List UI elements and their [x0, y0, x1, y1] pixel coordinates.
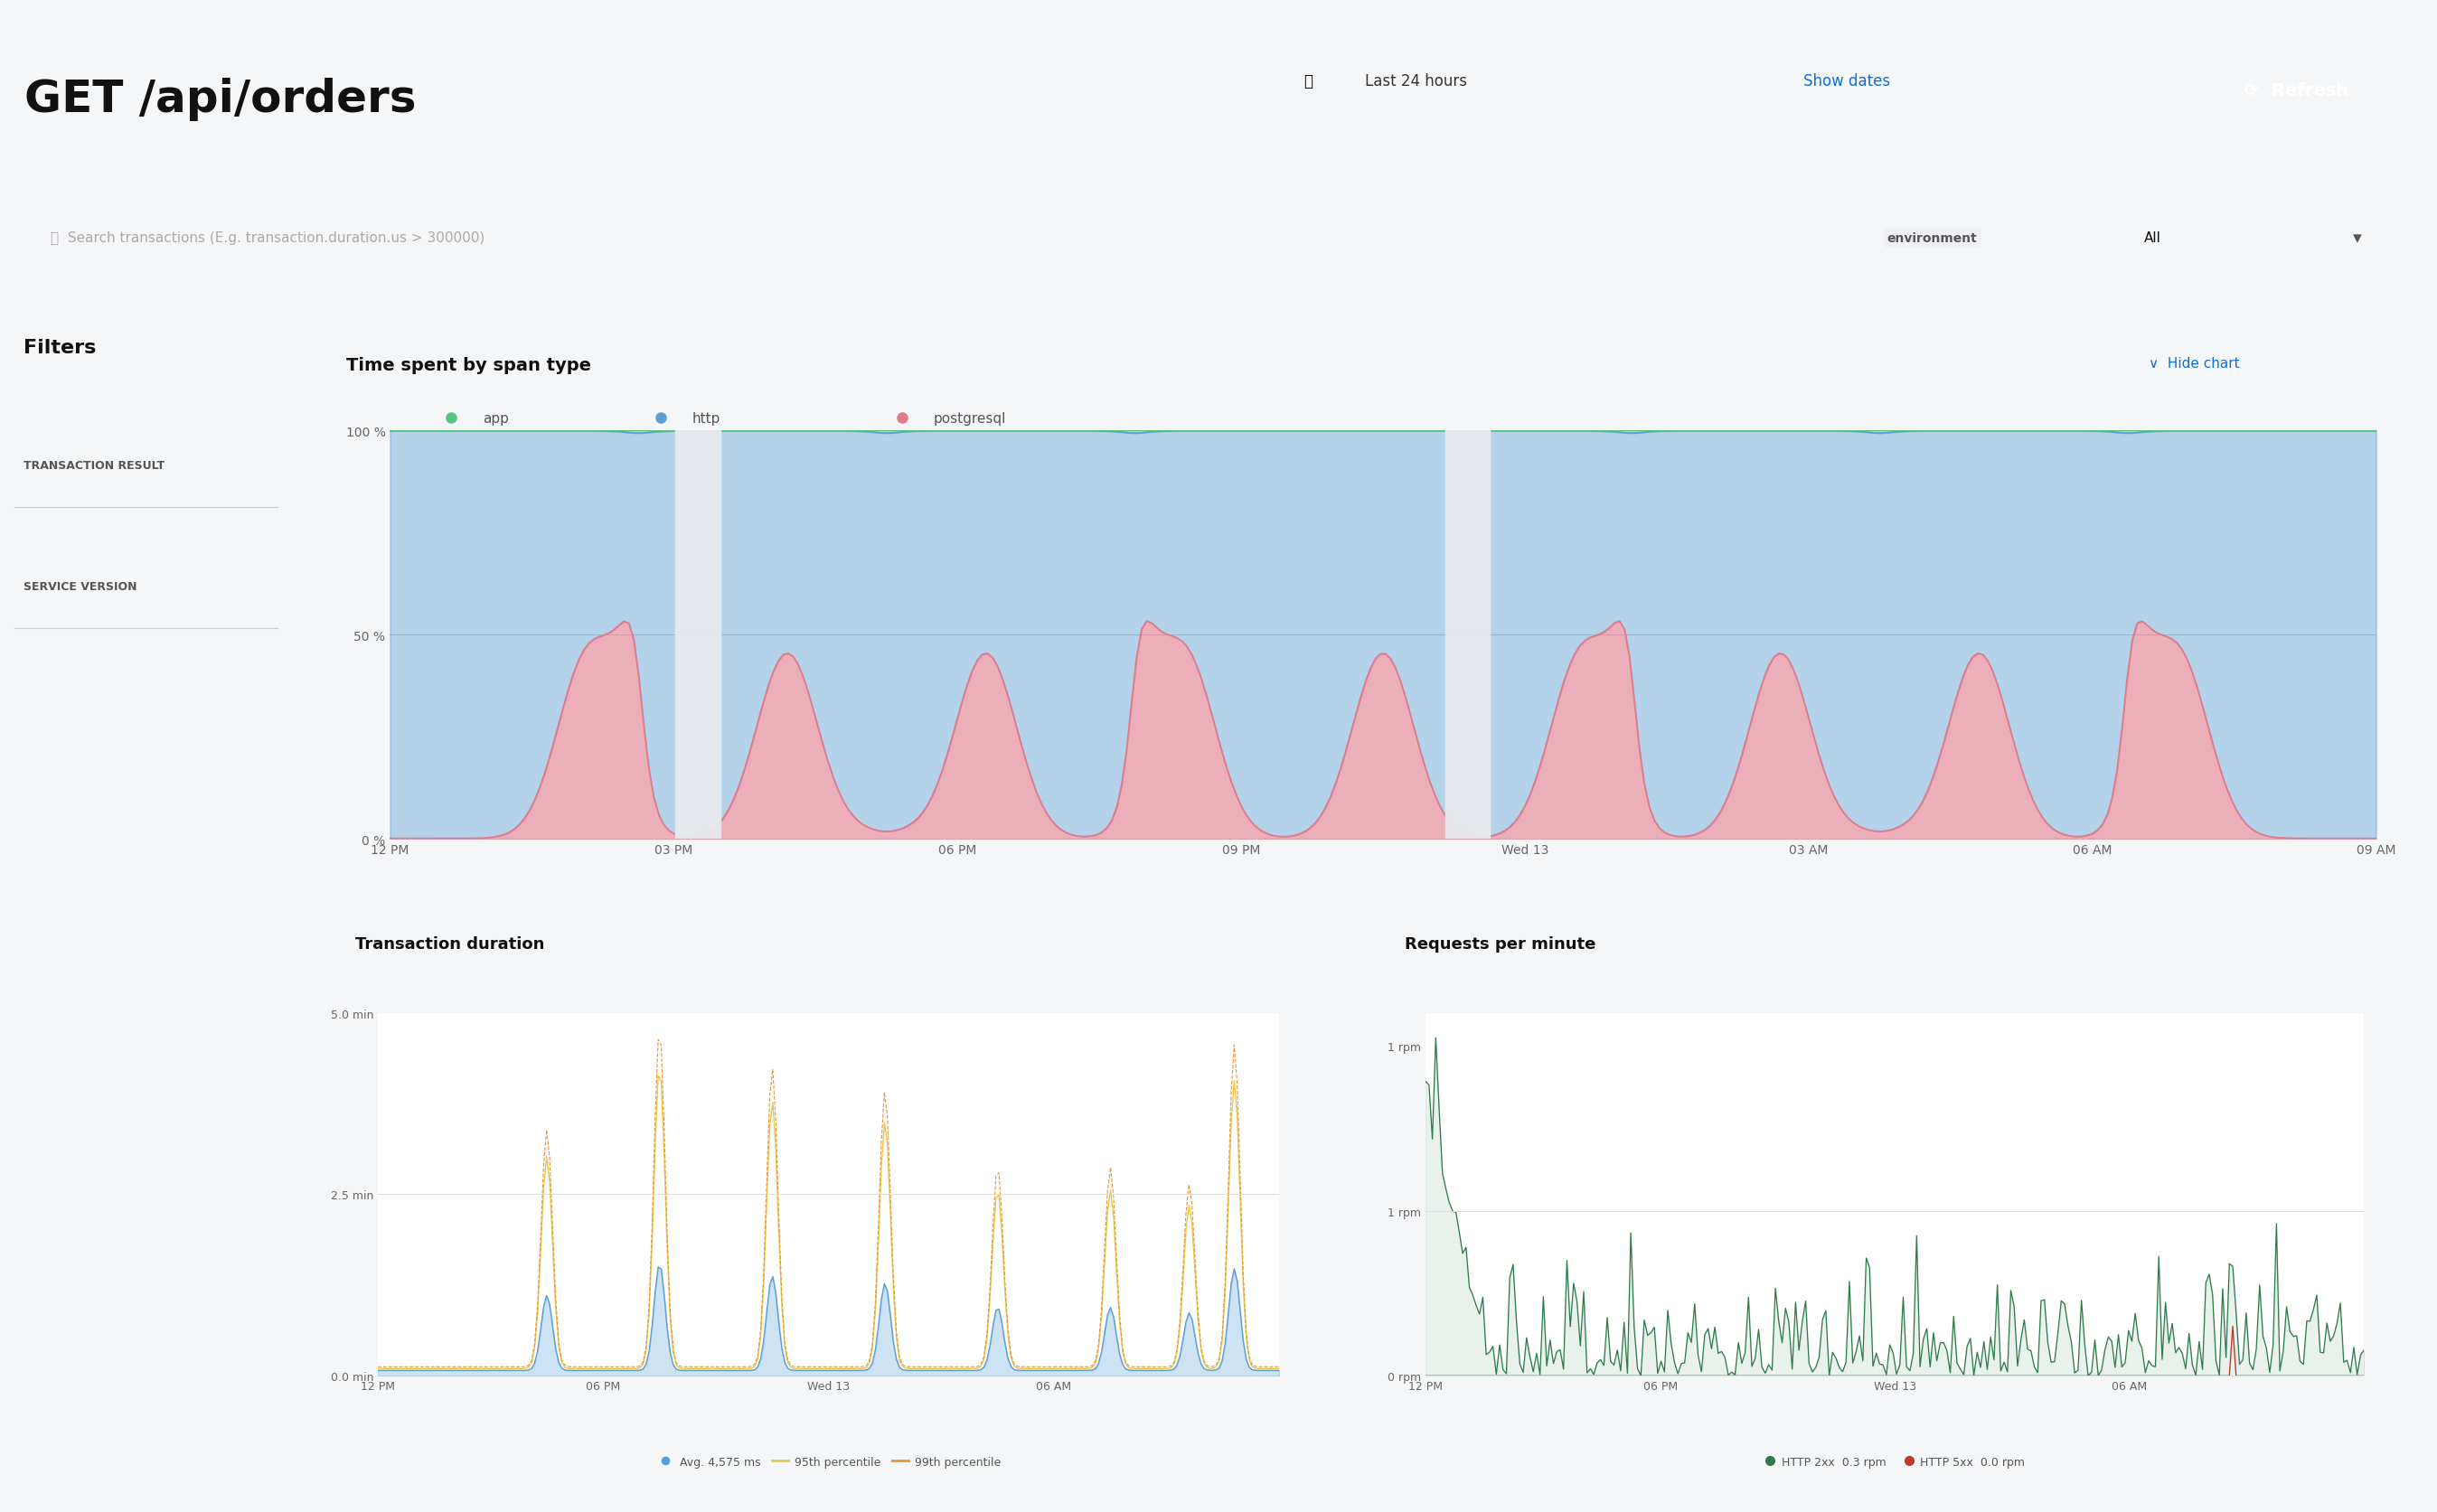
Text: Filters: Filters	[24, 339, 95, 357]
Text: SERVICE VERSION: SERVICE VERSION	[24, 581, 136, 593]
Text: 0%: 0%	[1016, 472, 1065, 499]
Text: 🔍  Search transactions (E.g. transaction.duration.us > 300000): 🔍 Search transactions (E.g. transaction.…	[51, 231, 485, 245]
Text: Show dates: Show dates	[1803, 74, 1891, 89]
Text: GET /api/orders: GET /api/orders	[24, 79, 417, 121]
Text: ∨  Hide chart: ∨ Hide chart	[2149, 357, 2240, 370]
Text: All: All	[2145, 231, 2162, 245]
Text: 99.9%: 99.9%	[660, 472, 758, 499]
Text: app: app	[483, 411, 509, 425]
Text: 0.1%: 0.1%	[451, 472, 529, 499]
Text: ⟳  Refresh: ⟳ Refresh	[2244, 82, 2349, 100]
Text: Last 24 hours: Last 24 hours	[1365, 74, 1467, 89]
Text: TRANSACTION RESULT: TRANSACTION RESULT	[24, 460, 166, 472]
Bar	[675, 431, 719, 839]
Text: environment: environment	[1886, 231, 1976, 245]
Text: 📅: 📅	[1304, 74, 1314, 89]
Text: Time spent by span type: Time spent by span type	[346, 357, 592, 373]
Text: http: http	[692, 411, 721, 425]
Bar	[1445, 431, 1489, 839]
Text: ▾: ▾	[2354, 230, 2361, 246]
Legend: HTTP 2xx  0.3 rpm, HTTP 5xx  0.0 rpm: HTTP 2xx 0.3 rpm, HTTP 5xx 0.0 rpm	[1760, 1452, 2030, 1471]
Text: Transaction duration: Transaction duration	[356, 936, 543, 953]
Text: postgresql: postgresql	[933, 411, 1006, 425]
Text: Requests per minute: Requests per minute	[1406, 936, 1596, 953]
Legend: Avg. 4,575 ms, 95th percentile, 99th percentile: Avg. 4,575 ms, 95th percentile, 99th per…	[653, 1452, 1004, 1471]
